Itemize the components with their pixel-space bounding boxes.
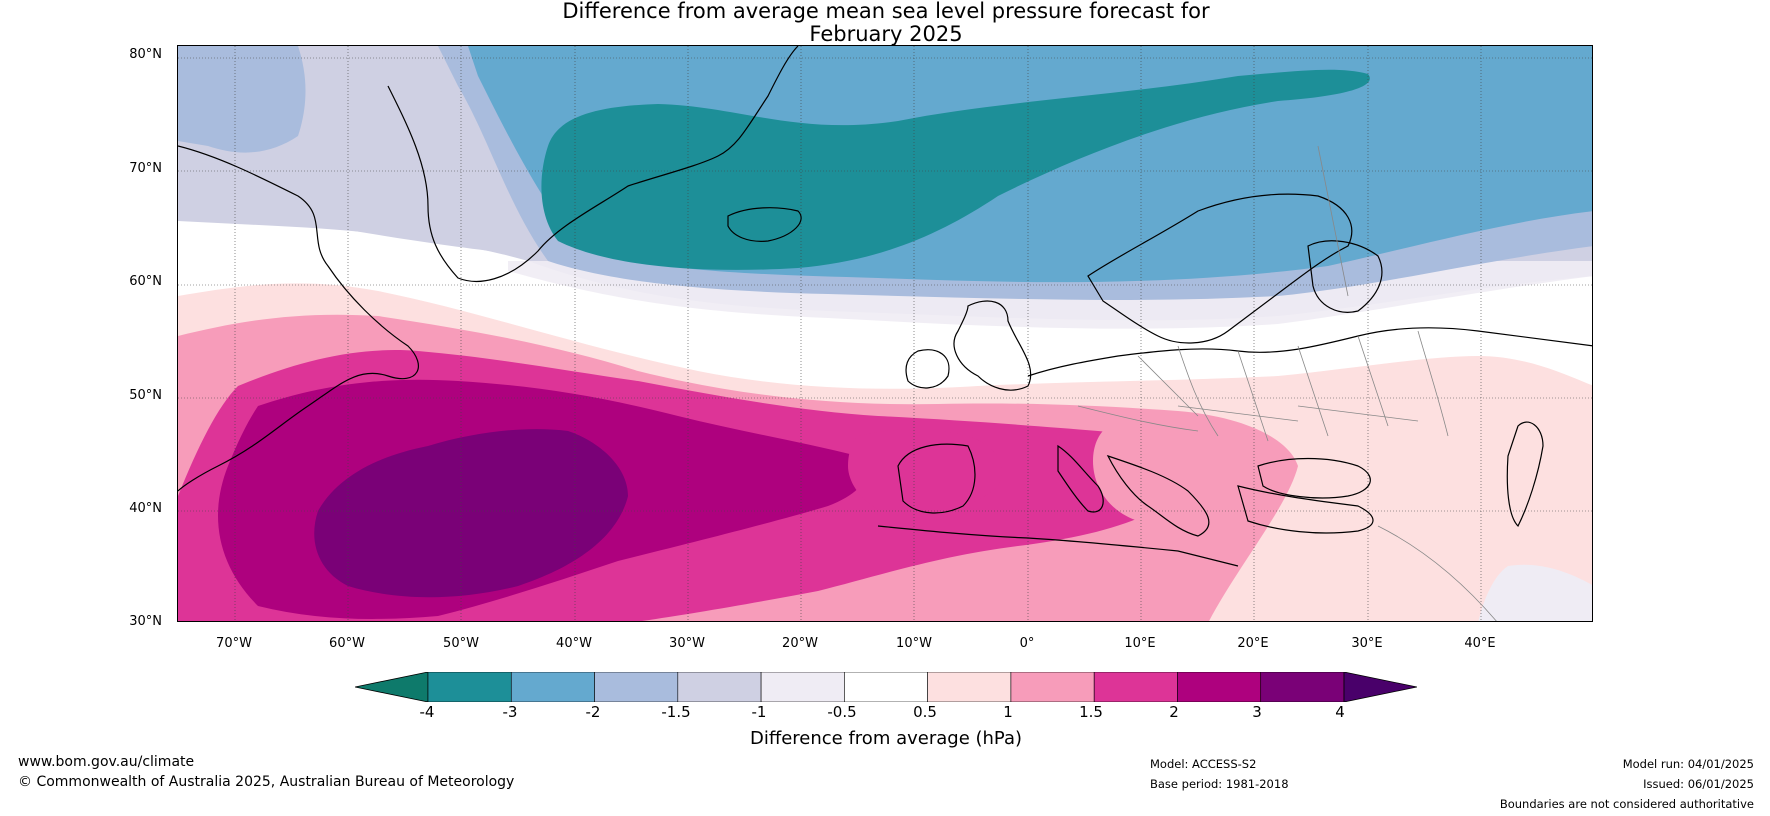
coast-turkey — [1237, 485, 1374, 534]
colorbar — [354, 671, 1418, 703]
colorbar-segment — [594, 671, 679, 703]
band-p3-4 — [314, 429, 628, 598]
cb-tick-m2: -2 — [585, 703, 601, 721]
band-lt-m3 — [541, 69, 1370, 270]
footer-base-period: Base period: 1981-2018 — [1150, 777, 1289, 791]
lon-label-10e: 10°E — [1124, 636, 1156, 651]
band-p1-15-east — [1093, 420, 1253, 523]
colorbar-segment — [844, 671, 928, 703]
colorbar-segment — [1010, 671, 1095, 703]
lon-label-70w: 70°W — [216, 636, 252, 651]
lat-label-80n: 80°N — [129, 47, 162, 62]
title-line-2: February 2025 — [809, 22, 963, 46]
coast-blacksea — [1257, 457, 1371, 499]
coast-europe — [1027, 327, 1592, 377]
map-svg — [178, 46, 1592, 621]
band-m05-0-east — [1478, 564, 1592, 621]
lon-label-30e: 30°E — [1351, 636, 1383, 651]
cb-tick-m05: -0.5 — [827, 703, 857, 721]
coastlines — [178, 46, 1592, 567]
colorbar-segment — [1093, 671, 1178, 703]
coast-greenland — [387, 46, 799, 282]
coast-labrador — [178, 145, 419, 492]
colorbar-segment — [927, 671, 1012, 703]
coast-finland — [1307, 240, 1383, 313]
cb-tick-p2: 2 — [1169, 703, 1179, 721]
footer-disclaimer: Boundaries are not considered authoritat… — [1499, 797, 1754, 811]
coast-italy — [1057, 444, 1104, 513]
colorbar-segment — [1177, 671, 1262, 703]
lat-label-40n: 40°N — [129, 501, 162, 516]
colorbar-low-arrow — [354, 671, 429, 703]
colorbar-high-arrow — [1343, 671, 1418, 703]
coast-caspian — [1506, 421, 1544, 528]
cb-tick-m3: -3 — [502, 703, 518, 721]
lon-label-10w: 10°W — [896, 636, 932, 651]
cb-tick-p15: 1.5 — [1079, 703, 1103, 721]
coast-iceland — [727, 207, 802, 242]
band-m15-m1-west — [178, 46, 306, 153]
lat-label-60n: 60°N — [129, 274, 162, 289]
lat-label-50n: 50°N — [129, 388, 162, 403]
lon-label-60w: 60°W — [329, 636, 365, 651]
coast-ireland — [905, 349, 950, 389]
footer-copyright: © Commonwealth of Australia 2025, Austra… — [18, 774, 515, 790]
lat-label-30n: 30°N — [129, 614, 162, 629]
colorbar-segment — [760, 671, 845, 703]
coast-balkans — [1106, 454, 1210, 537]
footer-issued: Issued: 06/01/2025 — [1643, 777, 1754, 791]
colorbar-svg — [354, 671, 1418, 703]
colorbar-segment — [427, 671, 512, 703]
footer-url: www.bom.gov.au/climate — [18, 754, 195, 770]
cb-tick-m15: -1.5 — [661, 703, 691, 721]
colorbar-segment — [677, 671, 762, 703]
coast-britain — [953, 300, 1032, 391]
lat-label-70n: 70°N — [129, 161, 162, 176]
cb-tick-m4: -4 — [419, 703, 435, 721]
footer-model-run: Model run: 04/01/2025 — [1622, 757, 1754, 771]
lon-label-40w: 40°W — [556, 636, 592, 651]
cb-tick-p3: 3 — [1252, 703, 1262, 721]
figure-title: Difference from average mean sea level p… — [0, 0, 1770, 46]
cb-tick-m1: -1 — [751, 703, 767, 721]
lon-label-20w: 20°W — [782, 636, 818, 651]
cb-tick-p1: 1 — [1003, 703, 1013, 721]
lon-label-30w: 30°W — [669, 636, 705, 651]
lon-label-0: 0° — [1019, 636, 1035, 651]
colorbar-segments — [427, 671, 1345, 703]
colorbar-segment — [510, 671, 595, 703]
cb-tick-p4: 4 — [1335, 703, 1345, 721]
map-area — [177, 45, 1593, 622]
lon-label-50w: 50°W — [443, 636, 479, 651]
coast-scandinavia — [1087, 193, 1353, 344]
lon-label-20e: 20°E — [1237, 636, 1269, 651]
coast-iberia — [897, 443, 976, 514]
colorbar-title: Difference from average (hPa) — [749, 728, 1023, 749]
colorbar-segment — [1260, 671, 1345, 703]
country-borders — [1077, 145, 1497, 621]
title-line-1: Difference from average mean sea level p… — [562, 0, 1210, 23]
cb-tick-p05: 0.5 — [913, 703, 937, 721]
coast-north-africa — [877, 525, 1239, 567]
lon-label-40e: 40°E — [1464, 636, 1496, 651]
footer-model: Model: ACCESS-S2 — [1150, 757, 1257, 771]
band-p15-2-med — [848, 429, 1002, 516]
